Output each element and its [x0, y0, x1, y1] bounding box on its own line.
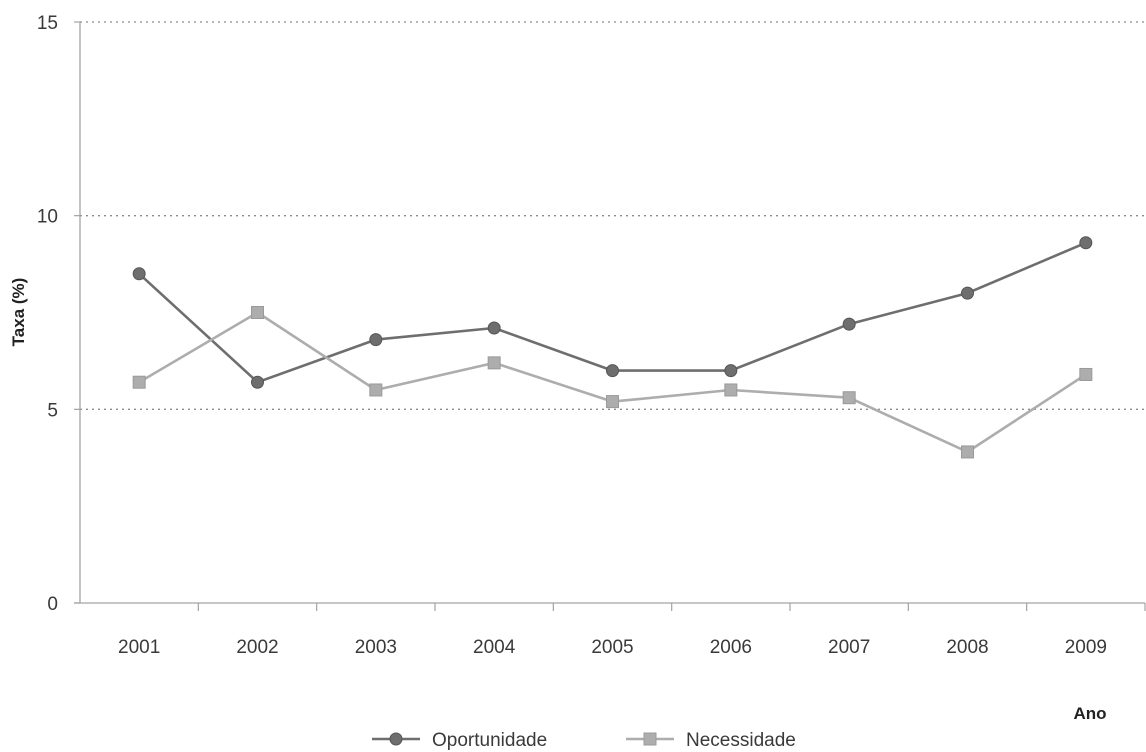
x-tick-label: 2009 — [1065, 637, 1107, 658]
y-axis-label: Taxa (%) — [9, 278, 28, 347]
legend-marker — [389, 732, 403, 746]
legend-marker — [643, 732, 657, 746]
x-tick-labels: 2001 2002 2003 2004 2005 2006 2007 2008 2009 — [118, 637, 1107, 658]
legend-item-oportunidade: Oportunidade — [372, 730, 547, 751]
necessidade-point — [961, 445, 974, 459]
necessidade-point — [132, 375, 146, 389]
legend: Oportunidade Necessidade — [372, 730, 796, 751]
x-tick-label: 2001 — [118, 637, 160, 658]
x-tick-label: 2003 — [355, 637, 397, 658]
necessidade-point — [842, 391, 856, 405]
necessidade-point — [606, 395, 619, 409]
necessidade-point — [1079, 367, 1093, 381]
x-tick-label: 2005 — [591, 637, 633, 658]
oportunidade-point — [369, 333, 383, 347]
y-tick-labels: 0 5 10 15 — [37, 13, 58, 615]
x-axis-label: Ano — [1073, 704, 1106, 723]
legend-label: Oportunidade — [432, 730, 547, 751]
x-tick-label: 2004 — [473, 637, 516, 658]
oportunidade-line — [138, 241, 1087, 384]
necessidade-point — [369, 383, 383, 397]
series-group — [132, 236, 1093, 459]
necessidade-line — [138, 311, 1087, 454]
axes — [74, 21, 1146, 611]
necessidade-point — [487, 356, 501, 370]
oportunidade-point — [724, 364, 738, 378]
y-tick-label: 10 — [37, 207, 58, 228]
y-tick-label: 5 — [47, 400, 58, 421]
oportunidade-point — [842, 317, 856, 331]
legend-label: Necessidade — [686, 730, 796, 751]
x-tick-label: 2006 — [710, 637, 752, 658]
oportunidade-series — [132, 236, 1093, 389]
oportunidade-point — [487, 321, 501, 335]
legend-item-necessidade: Necessidade — [626, 730, 796, 751]
x-tick-label: 2007 — [828, 637, 870, 658]
oportunidade-point — [1079, 236, 1093, 250]
y-tick-label: 0 — [47, 594, 58, 615]
oportunidade-point — [251, 375, 264, 389]
gridlines — [80, 21, 1145, 410]
x-tick-label: 2008 — [946, 637, 988, 658]
necessidade-point — [724, 383, 738, 397]
oportunidade-point — [132, 267, 146, 281]
oportunidade-point — [961, 286, 974, 300]
oportunidade-point — [606, 364, 619, 378]
necessidade-point — [251, 306, 264, 319]
y-tick-label: 15 — [37, 13, 58, 34]
necessidade-series — [132, 306, 1093, 459]
x-tick-label: 2002 — [236, 637, 278, 658]
